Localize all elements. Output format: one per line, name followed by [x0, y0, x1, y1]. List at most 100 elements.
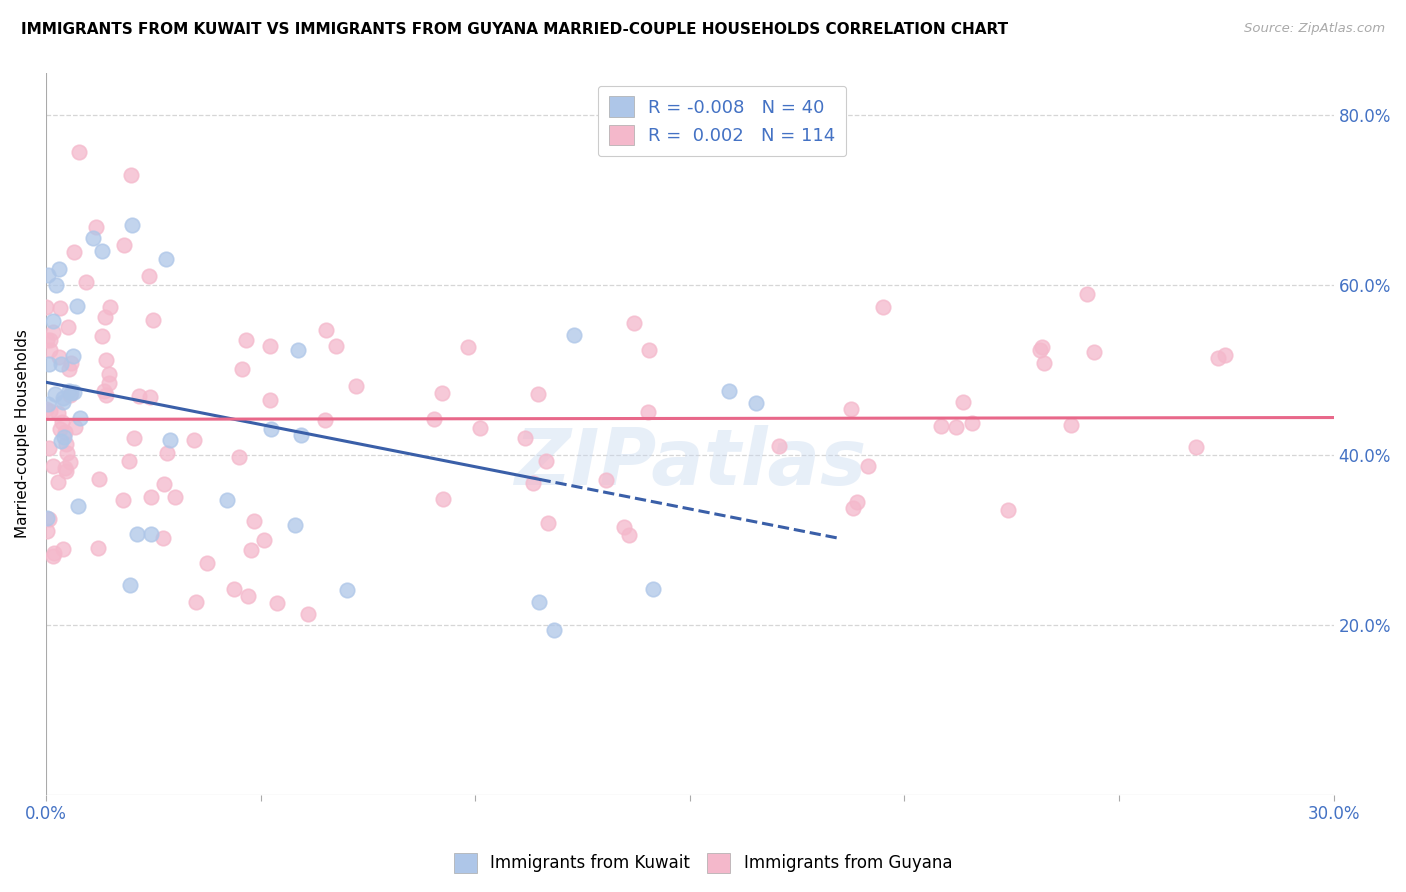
Point: [1083, 345, 1105, 359]
Point: [945, 420, 967, 434]
Point: [1031, 340, 1053, 354]
Point: [159, 433, 181, 447]
Point: [59, 455, 82, 469]
Point: [69, 411, 91, 425]
Point: [222, 582, 245, 596]
Point: [141, 490, 163, 504]
Point: [58, 361, 80, 376]
Point: [94, 353, 117, 368]
Point: [98, 367, 121, 381]
Point: [62, 349, 84, 363]
Point: [37, 397, 59, 411]
Point: [228, 450, 250, 464]
Point: [42, 549, 65, 564]
Point: [56, 446, 79, 460]
Point: [55, 437, 77, 451]
Legend: Immigrants from Kuwait, Immigrants from Guyana: Immigrants from Kuwait, Immigrants from …: [447, 847, 959, 880]
Point: [121, 168, 143, 182]
Point: [128, 389, 150, 403]
Point: [1185, 440, 1208, 454]
Point: [59, 386, 82, 401]
Point: [142, 313, 165, 327]
Point: [325, 339, 347, 353]
Point: [638, 343, 661, 357]
Point: [59, 388, 82, 402]
Point: [165, 490, 187, 504]
Point: [91, 244, 114, 258]
Point: [55, 464, 77, 478]
Point: [56, 319, 79, 334]
Point: [51, 415, 73, 429]
Point: [637, 405, 659, 419]
Point: [82, 231, 104, 245]
Point: [841, 402, 863, 417]
Point: [952, 394, 974, 409]
Point: [87, 541, 110, 556]
Point: [872, 300, 894, 314]
Point: [93, 384, 115, 399]
Text: IMMIGRANTS FROM KUWAIT VS IMMIGRANTS FROM GUYANA MARRIED-COUPLE HOUSEHOLDS CORRE: IMMIGRANTS FROM KUWAIT VS IMMIGRANTS FRO…: [21, 22, 1008, 37]
Point: [156, 445, 179, 459]
Point: [87, 472, 110, 486]
Point: [562, 327, 585, 342]
Point: [62, 385, 84, 400]
Point: [1033, 356, 1056, 370]
Legend: R = -0.008   N = 40, R =  0.002   N = 114: R = -0.008 N = 40, R = 0.002 N = 114: [598, 86, 846, 156]
Point: [423, 412, 446, 426]
Point: [48, 406, 70, 420]
Point: [619, 528, 641, 542]
Point: [42, 325, 65, 339]
Text: Source: ZipAtlas.com: Source: ZipAtlas.com: [1244, 22, 1385, 36]
Point: [97, 376, 120, 391]
Point: [63, 244, 86, 259]
Point: [929, 419, 952, 434]
Point: [39, 333, 62, 347]
Point: [457, 340, 479, 354]
Point: [231, 362, 253, 376]
Point: [52, 394, 75, 409]
Point: [53, 461, 76, 475]
Point: [432, 492, 454, 507]
Point: [84, 219, 107, 234]
Point: [45, 277, 67, 292]
Point: [527, 595, 550, 609]
Point: [536, 454, 558, 468]
Point: [124, 431, 146, 445]
Point: [845, 495, 868, 509]
Point: [112, 238, 135, 252]
Point: [259, 393, 281, 408]
Point: [643, 582, 665, 597]
Point: [537, 516, 560, 530]
Point: [1060, 418, 1083, 433]
Point: [98, 300, 121, 314]
Point: [217, 493, 239, 508]
Point: [515, 431, 537, 445]
Point: [94, 310, 117, 325]
Point: [235, 334, 257, 348]
Point: [153, 476, 176, 491]
Point: [38, 357, 60, 371]
Point: [66, 499, 89, 513]
Point: [52, 391, 75, 405]
Point: [297, 607, 319, 621]
Point: [118, 578, 141, 592]
Point: [46, 475, 69, 490]
Point: [240, 543, 263, 558]
Point: [141, 526, 163, 541]
Point: [287, 343, 309, 358]
Point: [42, 546, 65, 560]
Point: [522, 475, 544, 490]
Point: [35, 511, 58, 525]
Point: [66, 299, 89, 313]
Point: [1076, 286, 1098, 301]
Point: [1213, 348, 1236, 362]
Point: [38, 441, 60, 455]
Point: [138, 268, 160, 283]
Point: [96, 388, 118, 402]
Point: [121, 218, 143, 232]
Point: [91, 328, 114, 343]
Point: [253, 533, 276, 547]
Point: [38, 512, 60, 526]
Text: ZIPatlas: ZIPatlas: [513, 425, 866, 501]
Point: [38, 343, 60, 357]
